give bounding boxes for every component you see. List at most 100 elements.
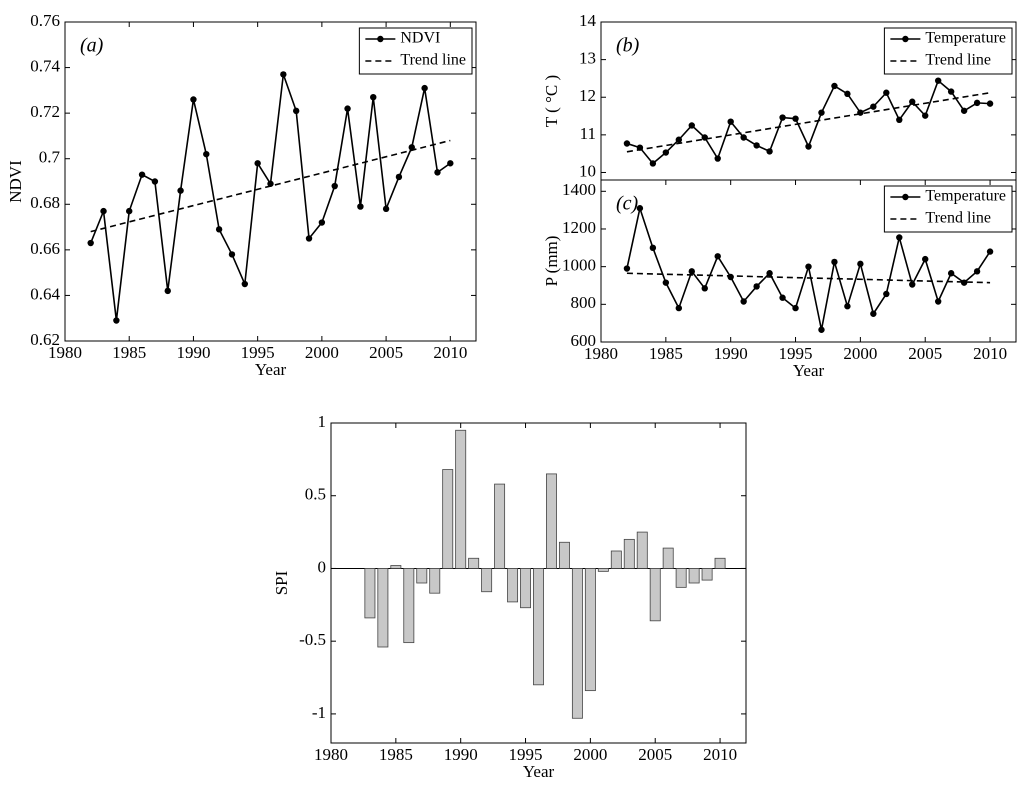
data-point — [447, 160, 454, 167]
x-axis-label: Year — [793, 361, 825, 380]
plot-frame — [600, 179, 1017, 343]
data-point — [138, 171, 146, 178]
legend-label: Trend line — [925, 210, 991, 227]
data-point — [228, 251, 236, 258]
plot-frame — [330, 422, 747, 744]
panel-label: (c) — [616, 193, 639, 215]
y-tick-label: 1 — [318, 412, 327, 431]
legend: Temperature Trend line — [883, 185, 1013, 233]
data-point — [922, 112, 929, 119]
legend-marker — [902, 193, 909, 201]
data-point — [623, 140, 631, 147]
legend: NDVI Trend line — [358, 27, 473, 75]
x-tick-label: 1995 — [779, 344, 813, 363]
bar — [520, 568, 531, 609]
legend-box — [358, 27, 473, 75]
data-point — [960, 279, 968, 286]
bar — [546, 473, 557, 569]
panel-label: (b) — [616, 35, 640, 57]
y-tick-label: 13 — [579, 49, 596, 68]
data-point — [753, 142, 760, 149]
y-tick-label: 1200 — [562, 218, 596, 237]
legend-marker — [377, 35, 384, 43]
data-point — [241, 280, 249, 288]
panel-label: (a) — [80, 35, 104, 57]
bar — [636, 531, 648, 569]
y-tick-label: 0.5 — [305, 485, 326, 504]
data-point — [805, 263, 812, 270]
data-point — [395, 173, 403, 181]
data-point — [636, 205, 644, 212]
data-point — [421, 84, 428, 92]
data-point — [844, 303, 851, 310]
data-point — [857, 260, 864, 268]
bar — [597, 568, 609, 572]
legend-box — [883, 185, 1013, 233]
data-point — [922, 255, 929, 263]
data-point — [909, 98, 916, 105]
x-tick-label: 2005 — [638, 745, 672, 764]
data-point — [714, 253, 721, 260]
bar — [468, 557, 480, 569]
data-point — [934, 77, 942, 84]
plot-frame — [64, 21, 477, 342]
data-point — [151, 178, 159, 185]
legend: Temperature Trend line — [883, 27, 1013, 75]
data-point — [623, 265, 631, 272]
data-point — [675, 304, 683, 312]
data-point — [215, 226, 223, 233]
y-tick-label: 0.62 — [30, 330, 60, 349]
bar — [610, 550, 622, 569]
legend-label: Trend line — [925, 52, 991, 69]
bar — [377, 568, 389, 648]
y-tick-label: -1 — [312, 703, 326, 722]
data-point — [973, 99, 981, 107]
y-tick-label: 12 — [579, 86, 596, 105]
y-tick-label: 0 — [318, 557, 327, 576]
bar — [688, 568, 700, 584]
data-point — [792, 115, 799, 122]
x-tick-label: 1985 — [379, 745, 413, 764]
x-tick-label: 2010 — [703, 745, 737, 764]
data-point — [254, 160, 261, 167]
data-point — [649, 244, 657, 252]
x-tick-label: 1980 — [584, 344, 618, 363]
y-tick-label: -0.5 — [299, 630, 326, 649]
data-point — [883, 290, 890, 298]
data-point — [896, 234, 903, 241]
trend-line — [626, 91, 991, 153]
bar — [507, 568, 519, 603]
y-tick-label: 600 — [571, 331, 597, 350]
data-point — [382, 205, 390, 213]
bar — [429, 568, 441, 594]
data-point — [818, 326, 825, 333]
data-point — [727, 273, 734, 281]
bar — [662, 547, 674, 569]
y-tick-label: 0.66 — [30, 239, 60, 258]
legend-label: Trend line — [400, 52, 466, 69]
x-tick-label: 1985 — [112, 343, 146, 362]
data-point — [909, 281, 916, 288]
data-point — [203, 150, 210, 158]
data-point — [766, 270, 773, 277]
data-point — [688, 122, 695, 129]
trend-line — [626, 272, 991, 284]
y-tick-label: 0.64 — [30, 284, 60, 303]
data-point — [896, 116, 903, 124]
data-point — [662, 279, 670, 286]
y-tick-label: 10 — [579, 161, 596, 180]
data-point — [267, 180, 274, 187]
y-tick-label: 0.76 — [30, 11, 60, 30]
bar — [364, 568, 376, 619]
data-point — [831, 258, 838, 266]
data-point — [305, 235, 313, 242]
data-point — [190, 96, 197, 103]
y-tick-label: 11 — [580, 124, 596, 143]
data-point — [662, 149, 670, 156]
x-tick-label: 1985 — [649, 344, 683, 363]
data-point — [357, 203, 364, 210]
data-point — [960, 107, 968, 114]
data-point — [740, 134, 747, 141]
y-tick-label: 800 — [571, 293, 597, 312]
